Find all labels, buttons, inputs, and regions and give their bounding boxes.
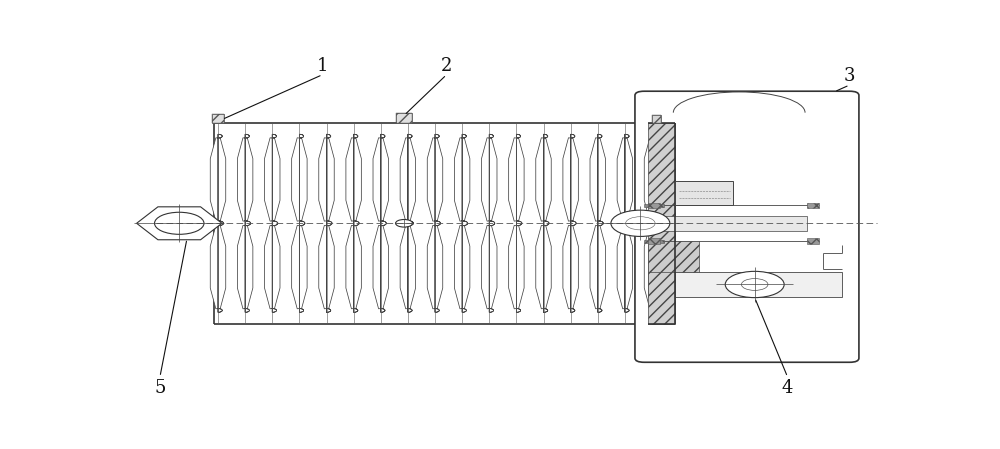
- Polygon shape: [210, 134, 226, 313]
- Bar: [644, 203, 664, 207]
- Polygon shape: [137, 207, 222, 240]
- Circle shape: [396, 220, 413, 227]
- Text: 1: 1: [317, 57, 328, 75]
- Bar: [675, 181, 733, 205]
- Bar: [807, 202, 819, 208]
- Polygon shape: [617, 134, 633, 313]
- Polygon shape: [536, 134, 551, 313]
- Bar: [644, 239, 664, 243]
- Bar: [648, 238, 660, 244]
- Polygon shape: [237, 134, 253, 313]
- Bar: [652, 115, 661, 123]
- Bar: [648, 202, 660, 208]
- Text: 5: 5: [154, 379, 166, 396]
- Polygon shape: [648, 241, 698, 273]
- Polygon shape: [509, 134, 524, 313]
- Polygon shape: [400, 134, 416, 313]
- Circle shape: [611, 210, 670, 237]
- Bar: [648, 273, 842, 297]
- Polygon shape: [265, 134, 280, 313]
- Circle shape: [725, 271, 784, 298]
- Polygon shape: [590, 134, 605, 313]
- Bar: [807, 238, 819, 244]
- Polygon shape: [454, 134, 470, 313]
- Bar: [212, 114, 224, 123]
- Polygon shape: [373, 134, 388, 313]
- Polygon shape: [644, 134, 660, 313]
- Bar: [652, 115, 661, 123]
- Text: 4: 4: [782, 379, 793, 396]
- Polygon shape: [427, 134, 443, 313]
- Bar: [396, 113, 412, 123]
- Bar: [648, 123, 675, 324]
- Polygon shape: [346, 134, 361, 313]
- Polygon shape: [563, 134, 578, 313]
- Text: 3: 3: [844, 67, 855, 85]
- Text: 2: 2: [441, 57, 452, 75]
- Polygon shape: [292, 134, 307, 313]
- Bar: [660, 216, 807, 231]
- Bar: [212, 114, 224, 123]
- Polygon shape: [482, 134, 497, 313]
- FancyBboxPatch shape: [635, 91, 859, 362]
- Bar: [396, 113, 412, 123]
- Polygon shape: [319, 134, 334, 313]
